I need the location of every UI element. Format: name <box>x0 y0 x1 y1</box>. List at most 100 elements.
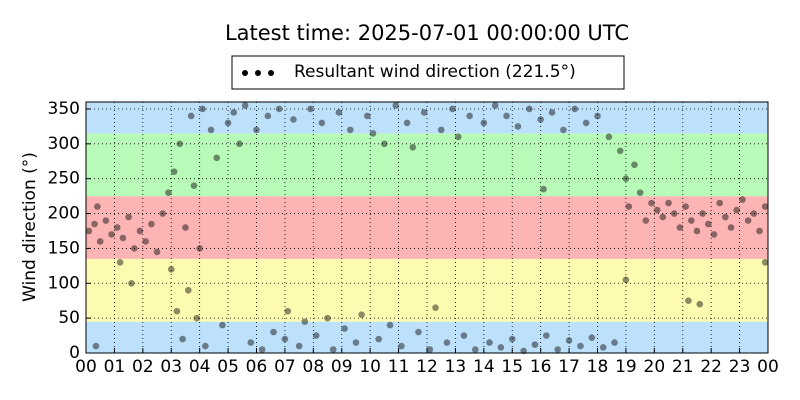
data-point <box>642 217 650 224</box>
data-point <box>85 227 93 235</box>
data-point <box>415 328 422 336</box>
data-point <box>335 109 343 116</box>
data-point <box>358 311 365 318</box>
data-point <box>594 112 601 120</box>
data-point <box>537 116 544 123</box>
data-point <box>665 199 672 207</box>
data-point <box>179 335 186 343</box>
x-tick-label: 09 <box>331 357 353 377</box>
data-point <box>153 248 161 256</box>
data-point <box>670 210 678 217</box>
y-tick-label: 300 <box>48 134 80 154</box>
x-tick-label: 19 <box>615 357 637 377</box>
x-tick-label: 03 <box>160 357 182 377</box>
data-point <box>116 259 124 266</box>
data-point <box>91 220 98 228</box>
data-point <box>716 199 723 207</box>
data-point <box>699 210 706 217</box>
data-point <box>705 220 712 228</box>
y-tick-label: 0 <box>69 343 80 363</box>
data-point <box>403 119 411 127</box>
data-point <box>449 105 456 113</box>
legend-marker <box>255 70 261 76</box>
data-point <box>588 334 596 341</box>
data-point <box>96 238 104 245</box>
x-tick-label: 15 <box>501 357 523 377</box>
x-tick-label: 13 <box>445 357 467 377</box>
data-point <box>165 189 172 196</box>
data-point <box>290 116 297 123</box>
background-band <box>86 102 768 134</box>
legend-marker <box>268 70 274 76</box>
legend-label: Resultant wind direction (221.5°) <box>294 62 576 82</box>
data-point <box>687 217 695 224</box>
plot-frame <box>85 101 769 354</box>
data-point <box>491 102 499 109</box>
data-point <box>571 105 579 113</box>
data-point <box>392 102 400 109</box>
data-point <box>270 328 277 336</box>
data-point <box>202 342 209 350</box>
data-point <box>159 210 167 217</box>
x-tick-label: 05 <box>217 357 239 377</box>
y-axis-label: Wind direction (°) <box>20 152 40 302</box>
x-tick-label: 06 <box>246 357 268 377</box>
data-point <box>275 105 283 113</box>
data-point <box>611 339 618 346</box>
data-point <box>173 307 181 315</box>
data-point <box>443 339 451 346</box>
x-tick-label: 10 <box>359 357 381 377</box>
data-point <box>241 102 249 109</box>
data-point <box>352 339 360 346</box>
x-tick-label: 00 <box>757 357 779 377</box>
x-tick-label: 22 <box>700 357 722 377</box>
data-point <box>756 227 763 235</box>
data-point <box>432 304 439 311</box>
data-point <box>625 203 633 210</box>
data-point <box>131 245 138 252</box>
x-tick-label: 11 <box>388 357 410 377</box>
data-point <box>346 126 354 134</box>
data-point <box>102 217 110 224</box>
data-point <box>503 112 510 120</box>
data-point <box>119 234 127 242</box>
data-point <box>142 238 149 245</box>
data-point <box>437 126 445 134</box>
data-point <box>409 144 417 151</box>
legend-marker <box>242 70 248 76</box>
data-point <box>750 210 758 217</box>
data-point <box>560 126 567 134</box>
data-point <box>381 140 388 148</box>
data-point <box>466 112 473 120</box>
y-tick-label: 150 <box>48 238 80 258</box>
data-point <box>622 276 630 284</box>
data-point <box>207 126 215 134</box>
data-point <box>472 346 479 353</box>
data-point <box>696 300 704 308</box>
data-point <box>199 105 206 113</box>
data-point <box>653 206 661 214</box>
data-point <box>125 213 132 221</box>
data-point <box>616 147 624 155</box>
data-point <box>284 307 292 315</box>
data-point <box>486 339 493 346</box>
x-tick-label: 01 <box>104 357 126 377</box>
data-point <box>167 266 175 273</box>
data-point <box>193 314 201 322</box>
data-point <box>543 332 550 339</box>
data-point <box>176 140 184 148</box>
data-point <box>514 123 522 130</box>
x-tick-label: 00 <box>75 357 97 377</box>
data-point <box>281 335 289 343</box>
data-point <box>386 321 394 329</box>
data-point <box>94 203 101 210</box>
data-point <box>531 341 539 348</box>
data-point <box>685 297 692 305</box>
y-tick-label: 50 <box>58 308 80 328</box>
data-point <box>236 140 243 148</box>
data-point <box>460 332 468 339</box>
data-point <box>693 227 701 235</box>
x-tick-label: 18 <box>587 357 609 377</box>
data-point <box>253 126 260 134</box>
data-point <box>113 224 121 231</box>
